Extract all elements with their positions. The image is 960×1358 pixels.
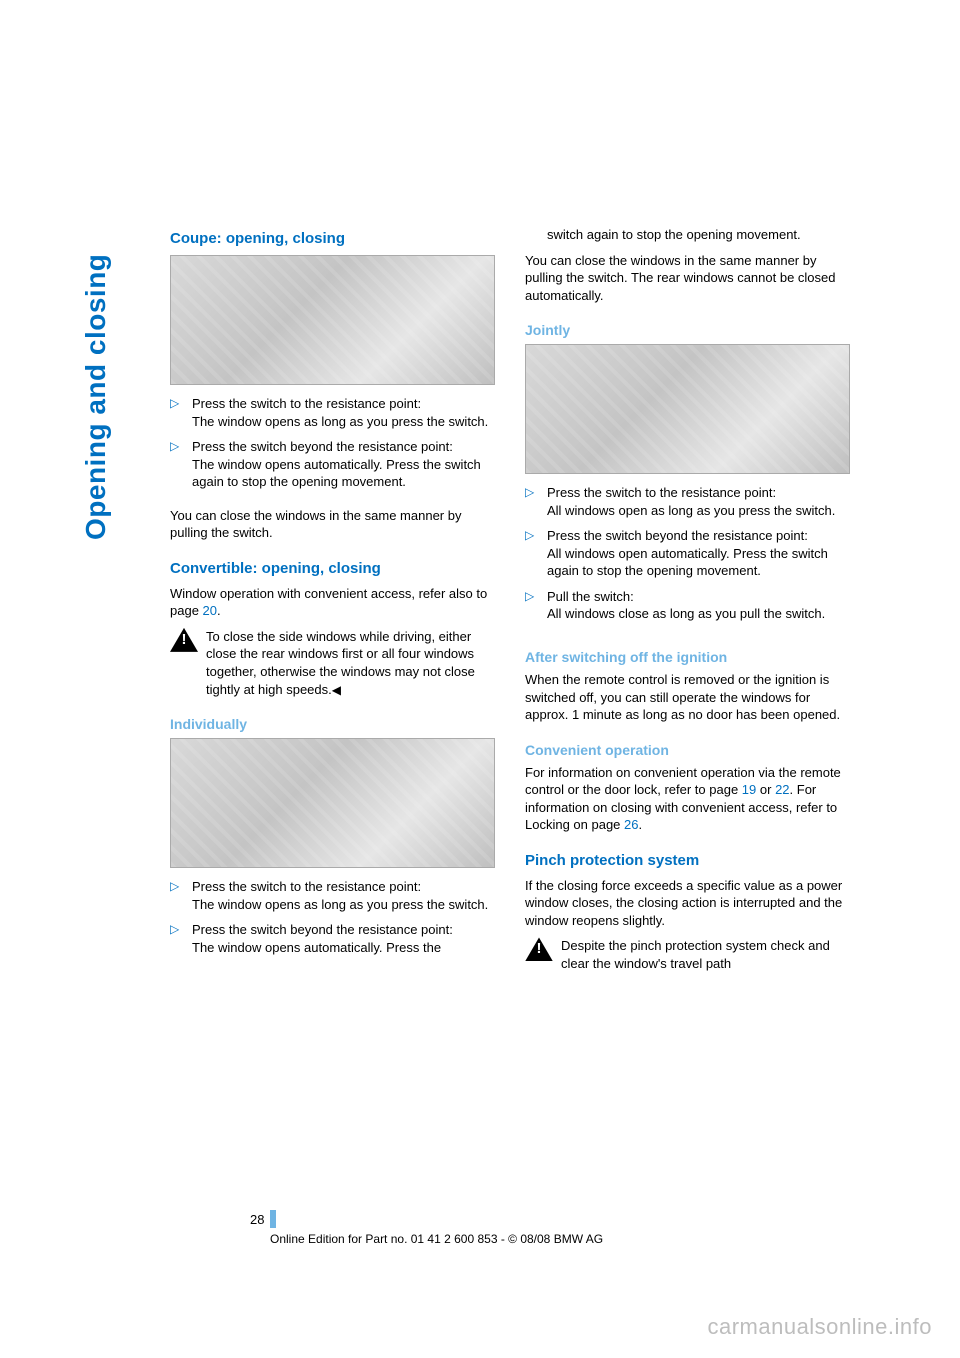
page-link-26[interactable]: 26 (624, 817, 638, 832)
text-fragment: or (756, 782, 775, 797)
end-mark-icon: ◀ (332, 683, 341, 697)
page-number-bar-icon (270, 1210, 276, 1228)
figure-coupe-switch (170, 255, 495, 385)
footer-text: Online Edition for Part no. 01 41 2 600 … (270, 1232, 603, 1246)
warning-block: Despite the pinch protection system chec… (525, 937, 850, 972)
list-item: Press the switch beyond the resistance p… (170, 921, 495, 956)
paragraph: Window operation with convenient access,… (170, 585, 495, 620)
list-item: Press the switch to the resistance point… (170, 878, 495, 913)
heading-pinch: Pinch protection system (525, 852, 850, 869)
paragraph: When the remote control is removed or th… (525, 671, 850, 724)
watermark-text: carmanualsonline.info (707, 1314, 932, 1340)
left-column: Coupe: opening, closing Press the switch… (170, 220, 495, 981)
bullet-list: Press the switch to the resistance point… (170, 395, 495, 499)
section-side-tab: Opening and closing (80, 220, 120, 540)
paragraph: For information on convenient operation … (525, 764, 850, 834)
bullet-line: The window opens as long as you press th… (192, 414, 488, 429)
list-item: Pull the switch: All windows close as lo… (525, 588, 850, 623)
bullet-line: Press the switch beyond the resistance p… (547, 528, 808, 543)
text-fragment: . (217, 603, 221, 618)
subheading-jointly: Jointly (525, 322, 850, 338)
warning-block: To close the side windows while driving,… (170, 628, 495, 698)
bullet-line: Pull the switch: (547, 589, 634, 604)
bullet-line: Press the switch to the resistance point… (192, 396, 421, 411)
text-fragment: . (639, 817, 643, 832)
bullet-line: All windows open automatically. Press th… (547, 546, 828, 579)
list-item: Press the switch to the resistance point… (525, 484, 850, 519)
bullet-line: Press the switch to the resistance point… (547, 485, 776, 500)
figure-individual-switch (170, 738, 495, 868)
bullet-list: Press the switch to the resistance point… (170, 878, 495, 964)
paragraph: If the closing force exceeds a specific … (525, 877, 850, 930)
paragraph: You can close the windows in the same ma… (525, 252, 850, 305)
list-item: Press the switch beyond the resistance p… (170, 438, 495, 491)
subheading-after-ignition: After switching off the ignition (525, 649, 850, 665)
list-item: Press the switch to the resistance point… (170, 395, 495, 430)
bullet-line: Press the switch beyond the resistance p… (192, 439, 453, 454)
bullet-line: Press the switch to the resistance point… (192, 879, 421, 894)
bullet-list: Press the switch to the resistance point… (525, 484, 850, 631)
bullet-line: The window opens automatically. Press th… (192, 457, 481, 490)
content-area: Coupe: opening, closing Press the switch… (170, 220, 850, 981)
list-item: Press the switch beyond the resistance p… (525, 527, 850, 580)
page-link-19[interactable]: 19 (742, 782, 756, 797)
warning-icon (525, 937, 553, 961)
warning-text: To close the side windows while driving,… (206, 628, 495, 698)
bullet-line: The window opens automatically. Press th… (192, 940, 441, 955)
warning-text: Despite the pinch protection system chec… (561, 937, 850, 972)
page-number: 28 (250, 1210, 276, 1228)
bullet-line: All windows close as long as you pull th… (547, 606, 825, 621)
bullet-line: Press the switch beyond the resistance p… (192, 922, 453, 937)
subheading-convenient: Convenient operation (525, 742, 850, 758)
paragraph: You can close the windows in the same ma… (170, 507, 495, 542)
continuation-text: switch again to stop the opening movemen… (525, 226, 850, 244)
subheading-individually: Individually (170, 716, 495, 732)
heading-coupe: Coupe: opening, closing (170, 230, 495, 247)
right-column: switch again to stop the opening movemen… (525, 220, 850, 981)
warning-icon (170, 628, 198, 652)
bullet-line: All windows open as long as you press th… (547, 503, 835, 518)
page: Opening and closing Coupe: opening, clos… (0, 0, 960, 1358)
heading-convertible: Convertible: opening, closing (170, 560, 495, 577)
figure-joint-switch (525, 344, 850, 474)
page-link-20[interactable]: 20 (203, 603, 217, 618)
page-link-22[interactable]: 22 (775, 782, 789, 797)
bullet-line: The window opens as long as you press th… (192, 897, 488, 912)
page-number-value: 28 (250, 1212, 264, 1227)
